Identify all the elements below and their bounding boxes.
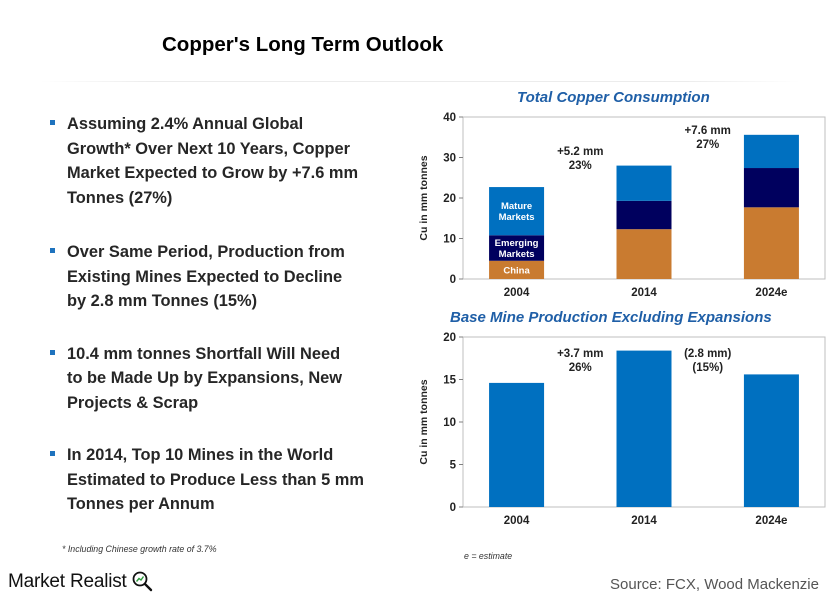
x-tick-label: 2024e (755, 515, 787, 527)
growth-annotation: 23% (569, 160, 592, 172)
production-chart: 0 5 10 15 20 Cu in mm tonnes 2004 2014 2024e +3.7… (418, 332, 826, 527)
segment-label: Markets (499, 212, 535, 223)
bullet-line: Tonnes per Annum (67, 495, 215, 513)
bullet-item: Over Same Period, Production from Existi… (50, 240, 402, 314)
y-axis-label: Cu in mm tonnes (418, 155, 430, 240)
y-tick-label: 40 (443, 112, 456, 124)
bullet-line: Existing Mines Expected to Decline (67, 267, 343, 286)
bullet-line: 10.4 mm tonnes Shortfall Will Need (67, 344, 341, 363)
growth-annotation: +3.7 mm (557, 348, 603, 360)
segment-label: Markets (499, 249, 535, 260)
bullet-item: 10.4 mm tonnes Shortfall Will Need to be… (50, 342, 402, 416)
x-tick-label: 2014 (631, 515, 657, 527)
x-tick-label: 2004 (504, 287, 530, 299)
y-tick-label: 5 (450, 460, 457, 472)
magnifier-chart-icon (132, 571, 153, 592)
y-tick-label: 0 (450, 502, 456, 514)
y-axis-label: Cu in mm tonnes (418, 379, 430, 464)
bar-segment (743, 134, 799, 169)
consumption-chart: 0 10 20 30 40 Cu in mm tonnes 2004 2014 2024e Chi… (418, 112, 826, 299)
bullet-line: In 2014, Top 10 Mines in the World (67, 446, 334, 464)
x-tick-label: 2004 (504, 515, 530, 527)
segment-label: Emerging (495, 238, 539, 249)
bar-segment (489, 187, 545, 236)
chart-title-consumption: Total Copper Consumption (517, 89, 710, 106)
segment-label: Mature (501, 201, 532, 212)
bullet-list: Assuming 2.4% Annual Global Growth* Over… (50, 112, 402, 517)
title-divider (40, 81, 800, 82)
source-credit: Source: FCX, Wood Mackenzie (610, 576, 819, 593)
brand-logo-text: Market Realist (8, 571, 127, 592)
bullet-line: Assuming 2.4% Annual Global (67, 115, 304, 133)
bullet-line: Projects & Scrap (67, 393, 199, 412)
bullet-line: Growth* Over Next 10 Years, Copper (67, 139, 351, 158)
bar-segment (743, 168, 799, 208)
y-tick-label: 20 (443, 332, 456, 344)
growth-annotation: (2.8 mm) (684, 348, 731, 360)
bullet-line: Estimated to Produce Less than 5 mm (67, 470, 364, 489)
chart-title-production: Base Mine Production Excluding Expansion… (450, 309, 772, 326)
bullet-line: to be Made Up by Expansions, New (67, 369, 343, 387)
bar-segment (489, 260, 545, 279)
bar-segment (489, 235, 545, 261)
growth-annotation: +7.6 mm (685, 125, 731, 137)
y-tick-label: 20 (443, 193, 456, 205)
y-tick-label: 30 (443, 153, 456, 165)
y-tick-label: 10 (443, 417, 456, 429)
estimate-note: e = estimate (464, 551, 513, 561)
page-title: Copper's Long Term Outlook (162, 33, 444, 56)
bar (616, 350, 672, 507)
segment-label: China (503, 265, 530, 276)
x-tick-label: 2014 (631, 287, 657, 299)
bullet-line: Over Same Period, Production from (67, 243, 345, 261)
bar (489, 382, 545, 507)
bar-segment (616, 200, 672, 230)
bullet-square-icon (50, 248, 55, 253)
bar-segment (743, 207, 799, 279)
bullet-line: by 2.8 mm Tonnes (15%) (67, 292, 258, 310)
bullet-line: Tonnes (27%) (67, 188, 173, 207)
bullet-square-icon (50, 120, 55, 125)
bullet-item: Assuming 2.4% Annual Global Growth* Over… (50, 112, 402, 210)
bar (743, 374, 799, 507)
bar-segment (616, 165, 672, 201)
bullet-item: In 2014, Top 10 Mines in the World Estim… (50, 443, 402, 517)
bullet-square-icon (50, 349, 55, 355)
footnote: * Including Chinese growth rate of 3.7% (62, 544, 217, 554)
y-tick-label: 0 (450, 274, 456, 286)
y-tick-label: 10 (443, 234, 456, 246)
x-tick-label: 2024e (755, 287, 787, 299)
bar-segment (616, 229, 672, 279)
y-tick-label: 15 (443, 375, 456, 387)
growth-annotation: +5.2 mm (557, 146, 603, 158)
growth-annotation: 27% (696, 139, 719, 151)
growth-annotation: (15%) (692, 362, 723, 374)
bullet-line: Market Expected to Grow by +7.6 mm (67, 164, 359, 182)
growth-annotation: 26% (569, 362, 592, 374)
bullet-square-icon (50, 451, 55, 456)
